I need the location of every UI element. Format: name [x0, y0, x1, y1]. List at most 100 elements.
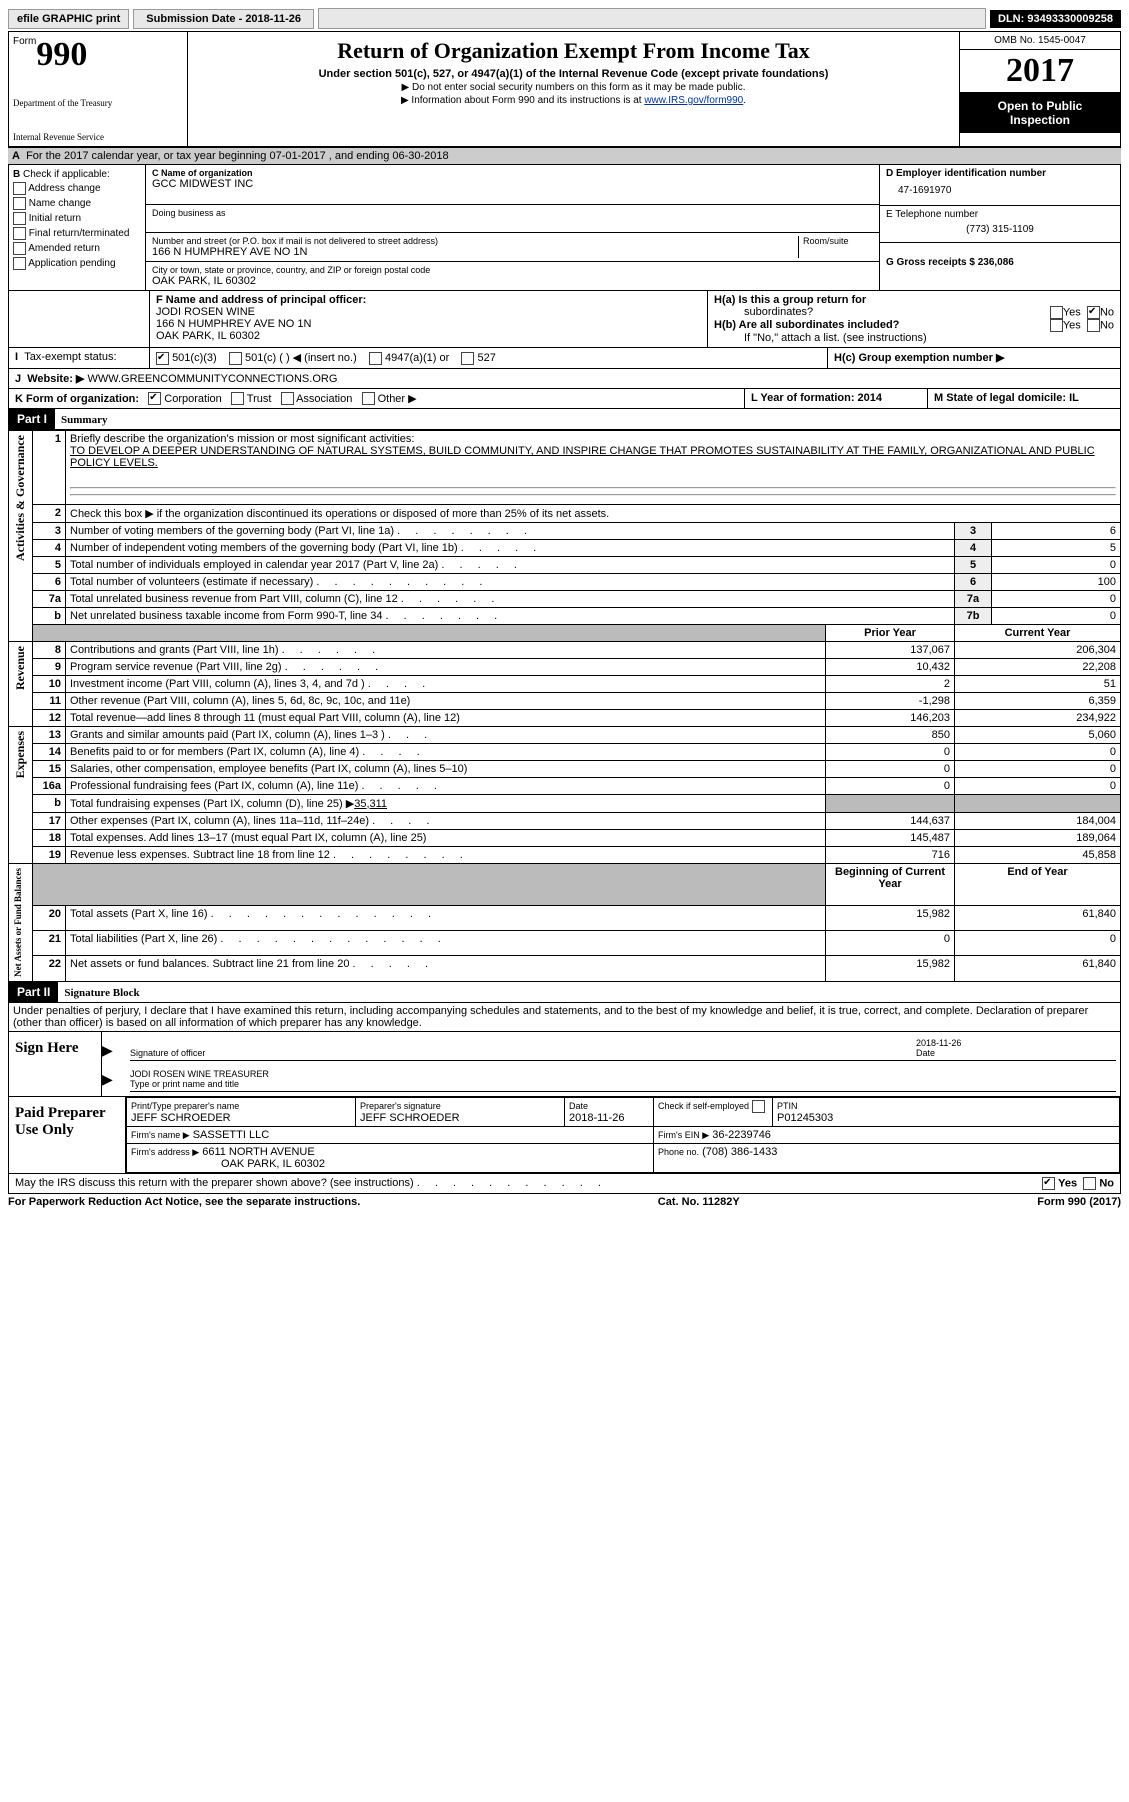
trust-checkbox[interactable]: [231, 392, 244, 405]
efile-print-button[interactable]: efile GRAPHIC print: [8, 9, 129, 29]
dln: DLN: 93493330009258: [990, 10, 1121, 28]
addr-change-checkbox[interactable]: [13, 182, 26, 195]
c16a: 0: [955, 777, 1121, 794]
website-url: WWW.GREENCOMMUNITYCONNECTIONS.ORG: [87, 373, 337, 385]
submission-date: Submission Date - 2018-11-26: [133, 9, 314, 29]
vert-revenue: Revenue: [9, 642, 32, 694]
p19: 716: [826, 846, 955, 863]
val-7b: 0: [992, 607, 1121, 624]
preparer-sig: JEFF SCHROEDER: [360, 1112, 460, 1124]
other-checkbox[interactable]: [362, 392, 375, 405]
form-title: Return of Organization Exempt From Incom…: [194, 38, 953, 64]
state-domicile: M State of legal domicile: IL: [934, 392, 1079, 404]
firm-ein: 36-2239746: [712, 1129, 771, 1141]
form-prefix: Form: [13, 36, 36, 47]
corp-checkbox[interactable]: [148, 392, 161, 405]
hb-yes-checkbox[interactable]: [1050, 319, 1063, 332]
part1-header: Part ISummary: [8, 409, 1121, 430]
may-discuss-row: May the IRS discuss this return with the…: [8, 1174, 1121, 1194]
tax-year: 2017: [960, 50, 1120, 93]
col-c: C Name of organizationGCC MIDWEST INC Do…: [146, 165, 879, 290]
c15: 0: [955, 760, 1121, 777]
ha-no-checkbox[interactable]: [1087, 306, 1100, 319]
dept-irs: Internal Revenue Service: [13, 132, 183, 142]
sign-here-row: Sign Here ▶▶ Signature of officer2018-11…: [8, 1032, 1121, 1097]
officer-signed: JODI ROSEN WINE TREASURER: [130, 1069, 269, 1079]
c19: 45,858: [955, 846, 1121, 863]
c8: 206,304: [955, 641, 1121, 658]
city-state-zip: OAK PARK, IL 60302: [152, 275, 873, 287]
telephone: (773) 315-1109: [886, 220, 1114, 239]
p14: 0: [826, 743, 955, 760]
row-tax-exempt: I Tax-exempt status: 501(c)(3) 501(c) ( …: [8, 348, 1121, 369]
p10: 2: [826, 675, 955, 692]
ha-yes-checkbox[interactable]: [1050, 306, 1063, 319]
row-website: J Website: ▶ WWW.GREENCOMMUNITYCONNECTIO…: [8, 369, 1121, 389]
firm-name: SASSETTI LLC: [193, 1129, 269, 1141]
val-5: 0: [992, 556, 1121, 573]
p13: 850: [826, 726, 955, 743]
name-change-checkbox[interactable]: [13, 197, 26, 210]
section-a-line: A For the 2017 calendar year, or tax yea…: [8, 147, 1121, 165]
vert-netassets: Net Assets or Fund Balances: [9, 864, 27, 981]
declaration: Under penalties of perjury, I declare th…: [8, 1003, 1121, 1032]
assoc-checkbox[interactable]: [281, 392, 294, 405]
officer-name: JODI ROSEN WINE: [156, 306, 255, 318]
501c-checkbox[interactable]: [229, 352, 242, 365]
vert-expenses: Expenses: [9, 727, 32, 782]
initial-return-checkbox[interactable]: [13, 212, 26, 225]
hb-no-checkbox[interactable]: [1087, 319, 1100, 332]
b20: 15,982: [826, 906, 955, 931]
firm-phone: (708) 386-1433: [702, 1146, 777, 1158]
final-return-checkbox[interactable]: [13, 227, 26, 240]
form-number: 990: [36, 36, 87, 73]
omb-number: OMB No. 1545-0047: [960, 32, 1120, 50]
c17: 184,004: [955, 812, 1121, 829]
app-pending-checkbox[interactable]: [13, 257, 26, 270]
p8: 137,067: [826, 641, 955, 658]
org-name: GCC MIDWEST INC: [152, 178, 873, 190]
p9: 10,432: [826, 658, 955, 675]
discuss-yes-checkbox[interactable]: [1042, 1177, 1055, 1190]
val-3: 6: [992, 522, 1121, 539]
part2-header: Part IISignature Block: [8, 982, 1121, 1003]
firm-addr2: OAK PARK, IL 60302: [131, 1158, 325, 1170]
vert-activities: Activities & Governance: [9, 431, 32, 565]
527-checkbox[interactable]: [461, 352, 474, 365]
preparer-name: JEFF SCHROEDER: [131, 1112, 231, 1124]
c10: 51: [955, 675, 1121, 692]
p15: 0: [826, 760, 955, 777]
col-d: D Employer identification number47-16919…: [879, 165, 1120, 290]
section-bcd: B Check if applicable: Address change Na…: [8, 165, 1121, 291]
c13: 5,060: [955, 726, 1121, 743]
dept-treasury: Department of the Treasury: [13, 98, 183, 108]
firm-addr1: 6611 NORTH AVENUE: [202, 1146, 315, 1158]
irs-link[interactable]: www.IRS.gov/form990: [644, 95, 743, 106]
mission-text: TO DEVELOP A DEEPER UNDERSTANDING OF NAT…: [70, 445, 1095, 469]
4947-checkbox[interactable]: [369, 352, 382, 365]
page-footer: For Paperwork Reduction Act Notice, see …: [8, 1194, 1121, 1210]
spacer: [318, 8, 986, 29]
col-b: B Check if applicable: Address change Na…: [9, 165, 146, 290]
e21: 0: [955, 931, 1121, 956]
part1-table: Activities & Governance 1 Briefly descri…: [8, 430, 1121, 981]
fundraising-total: 35,311: [354, 798, 387, 810]
form-subtitle: Under section 501(c), 527, or 4947(a)(1)…: [194, 68, 953, 80]
form-note1: ▶ Do not enter social security numbers o…: [194, 82, 953, 93]
p18: 145,487: [826, 829, 955, 846]
top-bar: efile GRAPHIC print Submission Date - 20…: [8, 8, 1121, 29]
gross-receipts: G Gross receipts $ 236,086: [886, 257, 1014, 268]
p12: 146,203: [826, 709, 955, 726]
amended-checkbox[interactable]: [13, 242, 26, 255]
ptin: P01245303: [777, 1112, 833, 1124]
form-note2: ▶ Information about Form 990 and its ins…: [194, 95, 953, 106]
discuss-no-checkbox[interactable]: [1083, 1177, 1096, 1190]
501c3-checkbox[interactable]: [156, 352, 169, 365]
e20: 61,840: [955, 906, 1121, 931]
open-inspection: Open to PublicInspection: [960, 93, 1120, 133]
self-employed-checkbox[interactable]: [752, 1100, 765, 1113]
street-address: 166 N HUMPHREY AVE NO 1N: [152, 246, 798, 258]
p17: 144,637: [826, 812, 955, 829]
form-header: Form990 Department of the Treasury Inter…: [8, 31, 1121, 147]
b22: 15,982: [826, 956, 955, 981]
